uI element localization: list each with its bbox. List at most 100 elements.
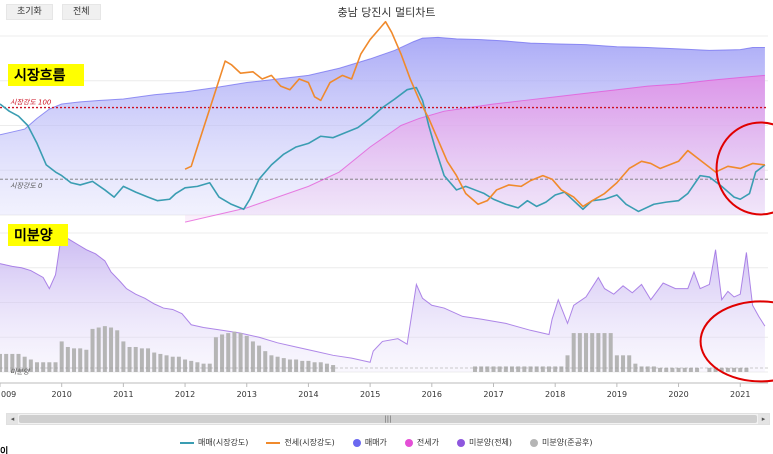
bar [176, 356, 181, 372]
legend-swatch [180, 441, 194, 444]
bar [10, 353, 15, 372]
bar [306, 360, 311, 372]
bar [269, 355, 274, 372]
bar [676, 367, 681, 372]
bar [639, 366, 644, 372]
bar [651, 366, 656, 372]
legend-item-trade-index[interactable]: 매매(시장강도) [180, 437, 248, 448]
panel-label-box [8, 224, 68, 246]
bar [115, 330, 120, 372]
all-button[interactable]: 전체 [62, 4, 101, 20]
bar [300, 360, 305, 372]
bar [553, 366, 558, 372]
horizontal-scrollbar[interactable]: ◂ ||| ▸ [6, 413, 770, 425]
scroll-thumb[interactable]: ||| [19, 415, 757, 423]
bar [244, 335, 249, 372]
legend-label: 전세(시장강도) [284, 438, 335, 447]
bar [47, 362, 52, 372]
bar [744, 367, 749, 372]
bar [102, 326, 107, 372]
reset-button[interactable]: 초기화 [6, 4, 53, 20]
bar [16, 353, 21, 372]
legend: 매매(시장강도) 전세(시장강도) 매매가 전세가 미분양(전체) 미분양(준공… [180, 437, 592, 448]
bar [72, 348, 77, 372]
bar [263, 351, 268, 372]
corner-text: 이 [0, 447, 9, 454]
bar [90, 328, 95, 372]
bar [707, 367, 712, 372]
bar [645, 366, 650, 372]
bar [139, 348, 144, 372]
bar [65, 346, 70, 372]
x-tick-label: 2021 [730, 390, 750, 399]
bar [22, 356, 27, 372]
bar [59, 341, 64, 372]
scroll-right-icon[interactable]: ▸ [758, 414, 769, 424]
bar [577, 333, 582, 372]
bar [312, 362, 317, 372]
chart-svg: 시장강도 100 시장강도 0 미분양 009 2010 2011 2012 2013 201… [0, 20, 773, 399]
x-tick-label: 2015 [360, 390, 380, 399]
bar [195, 362, 200, 372]
bar [713, 367, 718, 372]
bar [250, 341, 255, 372]
bar [719, 367, 724, 372]
ref-label-unsold: 미분양 [10, 368, 31, 376]
panel-label: 시장흐름 [14, 67, 66, 84]
bar [133, 346, 138, 372]
x-tick-label: 2014 [298, 390, 318, 399]
bar [281, 358, 286, 372]
bar [170, 356, 175, 372]
bar [664, 367, 669, 372]
bar [738, 367, 743, 372]
legend-label: 매매가 [364, 438, 387, 447]
bar [540, 366, 545, 372]
ref-label-100: 시장강도 100 [10, 99, 52, 107]
legend-item-jeonse-index[interactable]: 전세(시장강도) [266, 437, 335, 448]
legend-label: 매매(시장강도) [198, 438, 249, 447]
bar [602, 333, 607, 372]
bar [96, 327, 101, 372]
bar [275, 356, 280, 372]
area-fill-3 [185, 75, 765, 223]
annotation-circle [699, 300, 773, 383]
panel-label-box [8, 64, 84, 86]
scroll-left-icon[interactable]: ◂ [7, 414, 18, 424]
bar [547, 366, 552, 372]
legend-label: 미분양(전체) [469, 438, 513, 447]
grip-icon: ||| [384, 415, 392, 423]
bar [287, 359, 292, 372]
legend-swatch [352, 438, 361, 447]
bar [164, 355, 169, 372]
x-tick-label: 2018 [545, 390, 565, 399]
bar [522, 366, 527, 372]
x-tick-label: 2016 [422, 390, 442, 399]
bar [158, 353, 163, 372]
legend-label: 미분양(준공후) [542, 438, 593, 447]
bar [608, 333, 613, 372]
bar [627, 355, 632, 372]
bar [590, 333, 595, 372]
legend-swatch [530, 438, 539, 447]
legend-swatch [457, 438, 465, 447]
legend-item-unsold-total[interactable]: 미분양(전체) [457, 437, 512, 448]
legend-label: 전세가 [416, 438, 439, 447]
bar [146, 348, 151, 372]
legend-item-trade-price[interactable]: 매매가 [352, 437, 387, 448]
bar [28, 359, 33, 372]
bar [503, 366, 508, 372]
bar [621, 355, 626, 372]
bar [510, 366, 514, 372]
bar [4, 353, 9, 372]
bar [152, 352, 157, 372]
bar [226, 333, 231, 372]
bar [189, 360, 194, 372]
legend-item-unsold-completed[interactable]: 미분양(준공후) [530, 437, 592, 448]
x-tick-label: 2013 [237, 390, 257, 399]
x-tick-label: 2017 [483, 390, 503, 399]
bar [257, 345, 262, 372]
series-line [184, 20, 766, 208]
bar [491, 366, 496, 372]
legend-item-jeonse-price[interactable]: 전세가 [404, 437, 439, 448]
bar [53, 362, 58, 372]
